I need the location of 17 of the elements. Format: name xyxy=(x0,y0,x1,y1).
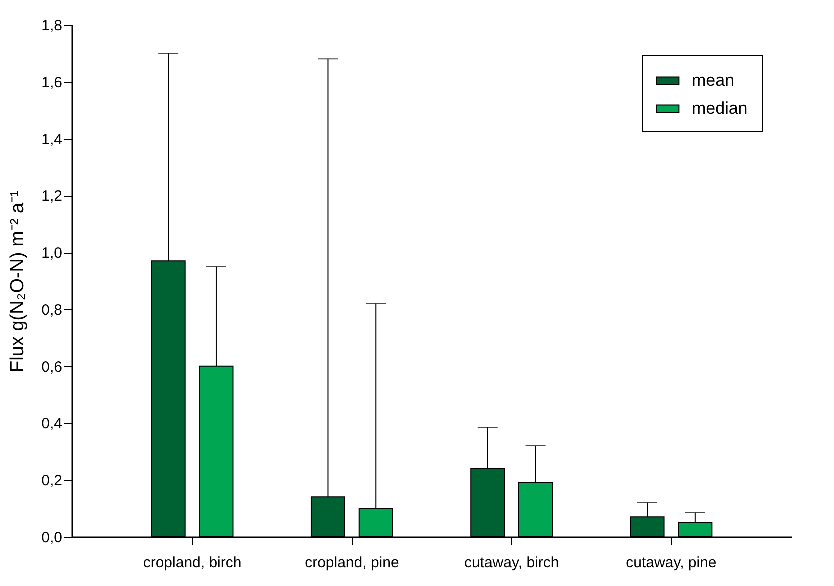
y-tick-label: 0,2 xyxy=(42,472,62,490)
y-tick-label: 0,0 xyxy=(42,530,62,546)
y-tick-label: 0,4 xyxy=(42,416,62,433)
x-tick-label: cutaway, birch xyxy=(464,554,560,572)
legend-label: mean xyxy=(692,71,735,90)
y-axis-title: Flux g(N₂O-N) m⁻² a⁻¹ xyxy=(8,190,29,372)
y-tick-label: 1,6 xyxy=(42,74,62,92)
y-tick-label: 1,0 xyxy=(42,245,62,262)
x-tick-label: cropland, pine xyxy=(305,554,400,572)
y-tick-label: 0,6 xyxy=(42,358,62,376)
y-tick-label: 1,2 xyxy=(42,188,62,206)
y-tick-label: 1,8 xyxy=(42,18,62,34)
x-tick-label: cutaway, pine xyxy=(626,554,717,572)
legend-label: median xyxy=(692,99,748,118)
x-tick-label: cropland, birch xyxy=(143,554,242,572)
y-tick-label: 0,8 xyxy=(42,302,62,319)
y-tick-label: 1,4 xyxy=(42,131,62,148)
